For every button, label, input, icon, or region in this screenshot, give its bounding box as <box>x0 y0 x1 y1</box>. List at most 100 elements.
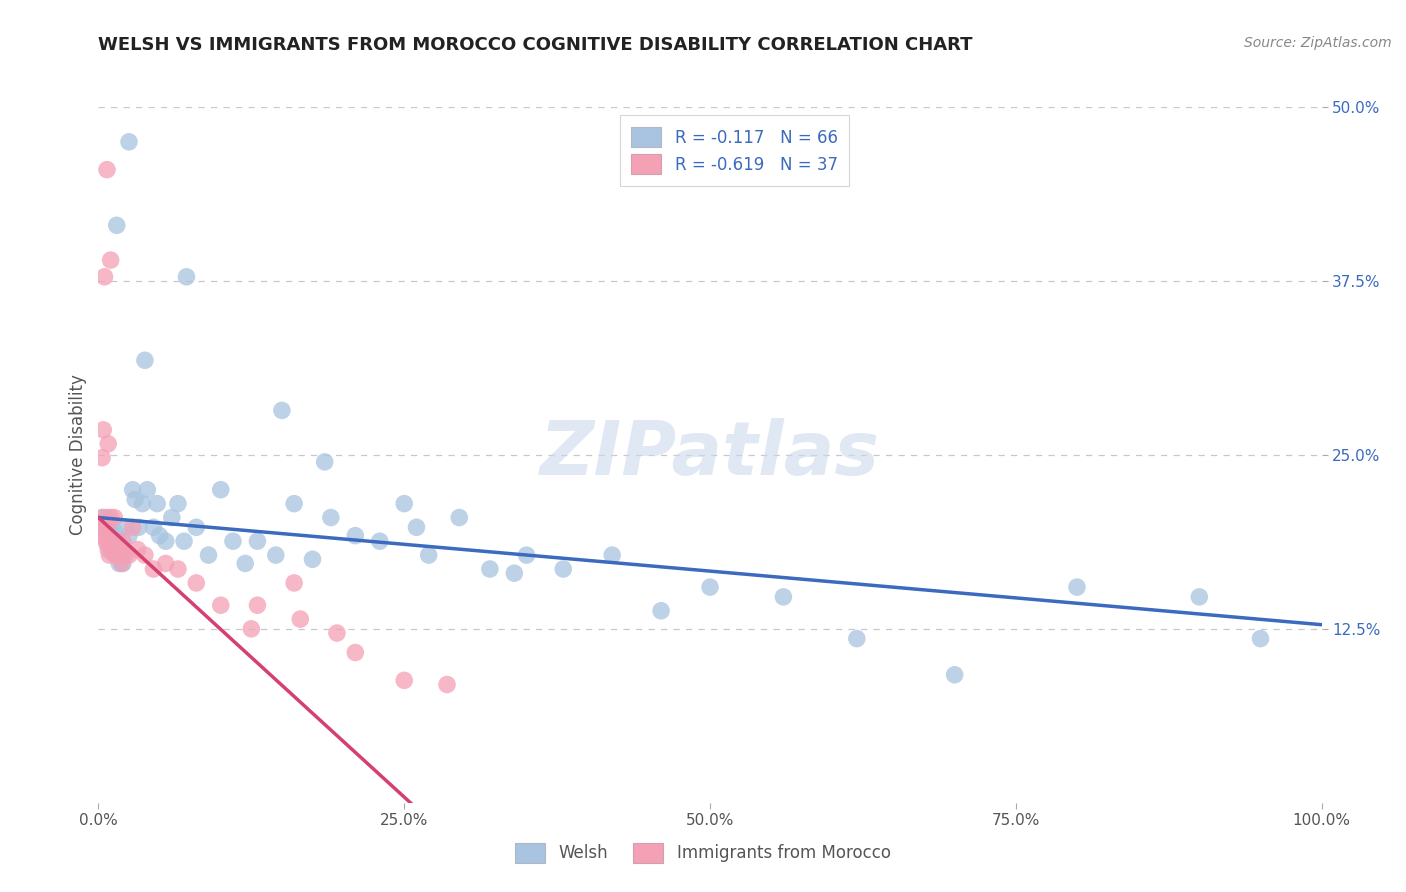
Point <box>186 520 208 534</box>
Point <box>121 520 143 534</box>
Point <box>105 548 128 562</box>
Point <box>142 520 165 534</box>
Point <box>186 576 208 591</box>
Point <box>124 492 146 507</box>
Point <box>246 534 269 549</box>
Point <box>1249 632 1271 646</box>
Point <box>233 557 256 571</box>
Point <box>110 548 132 562</box>
Point <box>91 450 114 465</box>
Point <box>167 562 190 576</box>
Point <box>91 510 114 524</box>
Point <box>105 534 128 549</box>
Point <box>503 566 526 581</box>
Point <box>105 219 128 233</box>
Point <box>326 626 349 640</box>
Point <box>134 548 156 562</box>
Point <box>264 548 287 562</box>
Point <box>155 534 177 549</box>
Point <box>111 557 134 571</box>
Point <box>101 542 124 557</box>
Point <box>283 576 305 591</box>
Point <box>100 524 122 539</box>
Point <box>436 677 458 691</box>
Point <box>478 562 501 576</box>
Point <box>97 437 120 451</box>
Point <box>108 542 131 557</box>
Point <box>97 538 120 552</box>
Point <box>107 534 129 549</box>
Point <box>101 545 124 559</box>
Point <box>118 528 141 542</box>
Point <box>104 548 127 562</box>
Point <box>94 524 117 539</box>
Point <box>91 510 114 524</box>
Point <box>131 497 153 511</box>
Point <box>100 510 122 524</box>
Point <box>197 548 219 562</box>
Point <box>114 520 136 534</box>
Point <box>96 520 118 534</box>
Point <box>222 534 245 549</box>
Point <box>314 455 336 469</box>
Point <box>240 622 263 636</box>
Point <box>118 135 141 149</box>
Point <box>104 542 127 557</box>
Point <box>449 510 471 524</box>
Point <box>118 548 141 562</box>
Point <box>176 269 198 284</box>
Point <box>103 524 125 539</box>
Point <box>94 534 117 549</box>
Point <box>290 612 312 626</box>
Text: WELSH VS IMMIGRANTS FROM MOROCCO COGNITIVE DISABILITY CORRELATION CHART: WELSH VS IMMIGRANTS FROM MOROCCO COGNITI… <box>98 36 973 54</box>
Point <box>405 520 427 534</box>
Point <box>90 517 112 532</box>
Point <box>142 562 165 576</box>
Point <box>149 528 172 542</box>
Point <box>699 580 721 594</box>
Point <box>114 548 136 562</box>
Point <box>93 269 115 284</box>
Point <box>110 542 132 557</box>
Point <box>128 520 150 534</box>
Point <box>103 510 125 524</box>
Point <box>93 517 115 532</box>
Point <box>167 497 190 511</box>
Point <box>515 548 537 562</box>
Point <box>91 423 114 437</box>
Point <box>111 534 134 549</box>
Point <box>173 534 195 549</box>
Point <box>96 510 118 524</box>
Point <box>108 557 131 571</box>
Point <box>650 604 672 618</box>
Point <box>121 483 143 497</box>
Text: ZIPatlas: ZIPatlas <box>540 418 880 491</box>
Point <box>392 497 416 511</box>
Point <box>100 253 122 268</box>
Point <box>368 534 391 549</box>
Legend: Welsh, Immigrants from Morocco: Welsh, Immigrants from Morocco <box>503 831 903 875</box>
Point <box>107 548 129 562</box>
Point <box>600 548 623 562</box>
Point <box>98 548 121 562</box>
Point <box>96 162 118 177</box>
Point <box>301 552 323 566</box>
Point <box>134 353 156 368</box>
Point <box>283 497 305 511</box>
Point <box>246 598 269 612</box>
Point <box>209 598 232 612</box>
Point <box>392 673 416 688</box>
Point <box>344 646 367 660</box>
Point <box>209 483 232 497</box>
Point <box>146 497 169 511</box>
Text: Source: ZipAtlas.com: Source: ZipAtlas.com <box>1244 36 1392 50</box>
Legend: R = -0.117   N = 66, R = -0.619   N = 37: R = -0.117 N = 66, R = -0.619 N = 37 <box>620 115 849 186</box>
Point <box>93 528 115 542</box>
Point <box>319 510 342 524</box>
Point <box>101 534 124 549</box>
Point <box>418 548 440 562</box>
Point <box>155 557 177 571</box>
Point <box>97 542 120 557</box>
Point <box>127 542 149 557</box>
Point <box>111 557 134 571</box>
